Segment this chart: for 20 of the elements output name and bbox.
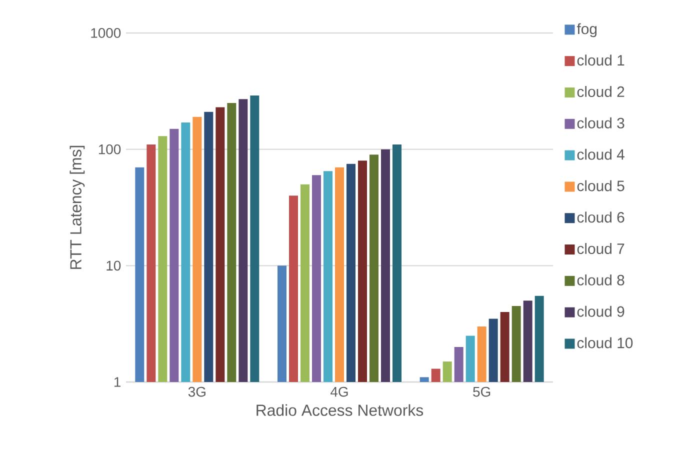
legend-label: fog [576,23,597,38]
legend-label: cloud 1 [577,54,624,66]
y-tick-label: 10 [106,260,121,271]
y-axis-title: RTT Latency [ms] [70,146,85,269]
y-tick-label: 1 [114,377,120,387]
y-tick-label: 100 [98,144,121,154]
x-axis-title: Radio Access Networks [256,404,424,416]
x-tick-label: 5G [473,386,490,397]
y-tick-label: 1000 [91,28,121,38]
x-tick-label: 3G [188,386,206,397]
legend-label: cloud 6 [577,212,624,223]
legend-label: cloud 8 [577,274,624,286]
legend-label: cloud 5 [577,180,624,192]
legend-label: cloud 2 [577,86,624,97]
legend-label: cloud 4 [577,148,624,160]
legend-label: cloud 3 [577,117,624,128]
legend-label: cloud 7 [577,243,624,254]
x-tick-label: 4G [330,386,348,397]
legend-label: cloud 10 [577,337,633,348]
legend-label: cloud 9 [577,306,624,317]
